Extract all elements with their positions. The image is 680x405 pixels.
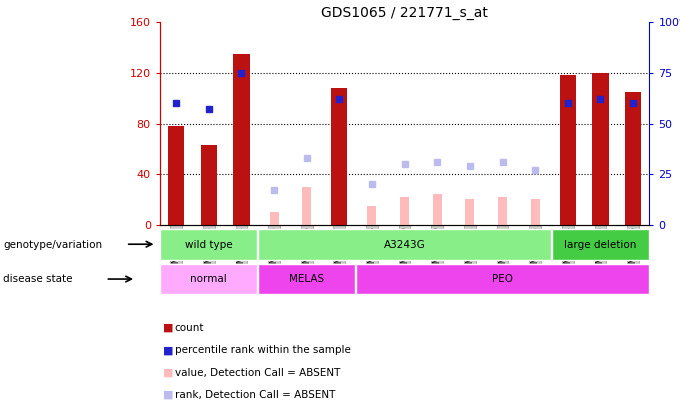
Bar <box>592 73 609 225</box>
Bar <box>258 264 355 294</box>
Text: MELAS: MELAS <box>289 274 324 284</box>
Bar <box>258 229 551 260</box>
Text: large deletion: large deletion <box>564 240 636 249</box>
Text: percentile rank within the sample: percentile rank within the sample <box>175 345 351 355</box>
Text: disease state: disease state <box>3 275 73 284</box>
Bar <box>302 187 311 225</box>
Bar <box>552 229 649 260</box>
Bar <box>160 264 257 294</box>
Bar <box>331 88 347 225</box>
Bar <box>160 229 257 260</box>
Bar <box>269 212 279 225</box>
Bar <box>233 54 250 225</box>
Text: ■: ■ <box>163 345 173 355</box>
Bar <box>432 194 442 225</box>
Text: rank, Detection Call = ABSENT: rank, Detection Call = ABSENT <box>175 390 335 400</box>
Text: value, Detection Call = ABSENT: value, Detection Call = ABSENT <box>175 368 340 377</box>
Text: ■: ■ <box>163 390 173 400</box>
Bar <box>168 126 184 225</box>
Title: GDS1065 / 221771_s_at: GDS1065 / 221771_s_at <box>321 6 488 20</box>
Bar <box>367 206 377 225</box>
Bar <box>400 197 409 225</box>
Text: genotype/variation: genotype/variation <box>3 240 103 249</box>
Bar <box>625 92 641 225</box>
Bar <box>201 145 217 225</box>
Bar <box>498 197 507 225</box>
Bar <box>560 75 576 225</box>
Text: PEO: PEO <box>492 274 513 284</box>
Text: wild type: wild type <box>185 240 233 249</box>
Text: normal: normal <box>190 274 227 284</box>
Bar <box>356 264 649 294</box>
Bar <box>465 200 475 225</box>
Text: A3243G: A3243G <box>384 240 426 249</box>
Text: ■: ■ <box>163 323 173 333</box>
Text: count: count <box>175 323 204 333</box>
Text: ■: ■ <box>163 368 173 377</box>
Bar <box>530 200 540 225</box>
